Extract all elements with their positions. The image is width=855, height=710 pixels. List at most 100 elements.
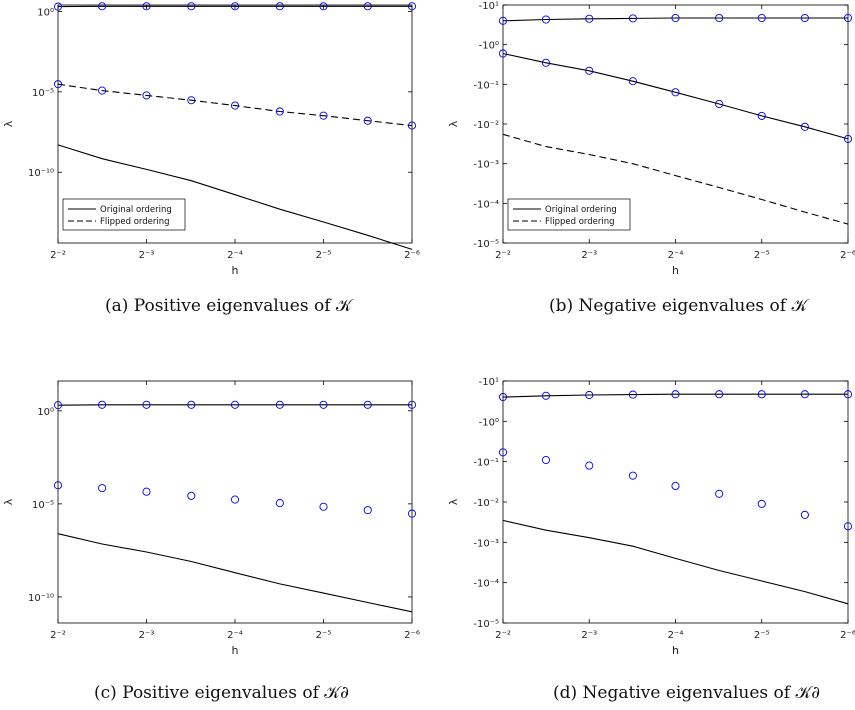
y-tick-label: 10⁰ (37, 407, 54, 418)
chart-panel-b: 2⁻² 2⁻³ 2⁻⁴ 2⁻⁵ 2⁻⁶ -10¹ -10⁰ -10⁻¹ -10⁻² -10⁻³ -1… (447, 1, 855, 277)
series-line-1 (502, 17, 848, 22)
series-marker (230, 2, 240, 11)
x-axis-label: h (672, 644, 679, 657)
x-tick-label: 2⁻³ (581, 250, 597, 261)
series-marker (628, 77, 637, 86)
x-tick-label: 2⁻² (50, 630, 66, 641)
series-marker (843, 522, 853, 531)
legend-box (507, 198, 631, 231)
series-marker (142, 400, 151, 409)
caption-c: (c) Positive eigenvalues of 𝒦∂ (94, 683, 349, 703)
x-tick-label: 2⁻² (50, 250, 66, 261)
y-tick-label: -10¹ (479, 377, 499, 388)
series-marker (319, 400, 328, 409)
series-line-3 (57, 144, 413, 250)
x-tick-label: 2⁻⁵ (754, 630, 770, 641)
series-marker (275, 400, 284, 409)
series-line-2 (502, 52, 849, 140)
series-marker (541, 455, 551, 465)
plot-frame (57, 380, 413, 624)
series-marker (757, 390, 766, 399)
x-tick-label: 2⁻³ (581, 630, 597, 641)
y-axis-label: λ (447, 498, 460, 505)
series-marker (407, 509, 417, 518)
series-marker (671, 88, 680, 97)
series-marker (498, 448, 508, 457)
y-tick-label: 10⁻¹⁰ (28, 168, 54, 179)
series-marker (498, 393, 508, 402)
series-marker (407, 121, 417, 130)
series-marker (671, 481, 680, 490)
series-marker (363, 400, 372, 409)
series-marker (53, 401, 63, 410)
series-marker (407, 400, 417, 409)
series-marker (541, 15, 551, 24)
series-marker (628, 471, 637, 480)
series-marker (757, 111, 766, 120)
legend-entry: Flipped ordering (100, 217, 170, 227)
series-marker (498, 49, 508, 58)
chart-panel-a: 2⁻² 2⁻³ 2⁻⁴ 2⁻⁵ 2⁻⁶ 10⁰ 10⁻⁵ 10⁻¹⁰ h λ Original or… (2, 2, 420, 277)
series-marker (319, 111, 328, 120)
series-marker (585, 390, 594, 400)
x-tick-label: 2⁻⁴ (668, 250, 684, 261)
series-line-3 (502, 519, 849, 605)
plot-frame (502, 380, 849, 624)
series-marker (800, 390, 809, 399)
x-tick-label: 2⁻⁴ (227, 630, 243, 641)
y-tick-label: 10⁰ (37, 7, 54, 18)
y-tick-label: 10⁻⁵ (32, 88, 54, 99)
chart-panel-c: 2⁻² 2⁻³ 2⁻⁴ 2⁻⁵ 2⁻⁶ 10⁰ 10⁻⁵ 10⁻¹⁰ h λ (2, 380, 420, 657)
series-marker (585, 461, 594, 470)
series-marker (142, 2, 151, 11)
x-tick-label: 2⁻⁴ (668, 630, 684, 641)
legend-entry: Original ordering (545, 205, 617, 215)
series-marker (98, 484, 107, 493)
series-marker (98, 400, 107, 409)
series-marker (275, 2, 284, 11)
series-marker (800, 122, 809, 131)
series-marker (363, 506, 372, 515)
legend-box (62, 198, 186, 231)
series-marker (498, 16, 508, 25)
y-tick-label: -10⁻⁴ (473, 579, 499, 590)
legend: Original ordering Flipped ordering (507, 198, 631, 231)
x-axis-label: h (672, 264, 679, 277)
y-axis-label: λ (2, 498, 15, 505)
series-marker (275, 107, 284, 116)
y-tick-label: -10⁻⁵ (473, 239, 499, 250)
y-tick-label: -10⁻³ (473, 538, 499, 549)
series-marker (671, 390, 680, 399)
series-marker (363, 116, 372, 125)
x-tick-label: 2⁻² (495, 630, 511, 641)
series-line-1 (502, 393, 848, 398)
y-tick-label: -10⁰ (479, 41, 499, 52)
x-tick-label: 2⁻⁵ (316, 630, 332, 641)
y-tick-label: -10¹ (479, 1, 499, 12)
series-line-3 (502, 133, 849, 225)
series-marker (628, 390, 637, 399)
x-tick-label: 2⁻² (495, 250, 511, 261)
legend-entry: Flipped ordering (545, 217, 615, 227)
x-tick-label: 2⁻³ (139, 630, 155, 641)
y-tick-label: -10⁻² (473, 120, 499, 131)
series-marker (843, 13, 853, 23)
x-tick-label: 2⁻⁶ (840, 630, 855, 641)
chart-panel-d: 2⁻² 2⁻³ 2⁻⁴ 2⁻⁵ 2⁻⁶ -10¹ -10⁰ -10⁻¹ -10⁻² -10⁻³ -1… (447, 377, 855, 657)
series-marker (53, 481, 63, 490)
series-marker (541, 58, 551, 67)
series-marker (187, 491, 196, 500)
series-marker (319, 2, 328, 11)
legend: Original ordering Flipped ordering (62, 198, 186, 231)
y-tick-label: -10⁻¹ (473, 458, 499, 469)
series-marker (319, 502, 328, 511)
caption-b: (b) Negative eigenvalues of 𝒦 (549, 296, 808, 316)
series-line-3 (57, 533, 413, 613)
y-tick-label: -10⁻⁵ (473, 619, 499, 630)
series-marker (142, 487, 151, 496)
y-tick-label: -10⁰ (479, 417, 499, 428)
series-line-2 (57, 83, 413, 127)
series-marker (671, 13, 680, 23)
series-marker (585, 14, 594, 23)
